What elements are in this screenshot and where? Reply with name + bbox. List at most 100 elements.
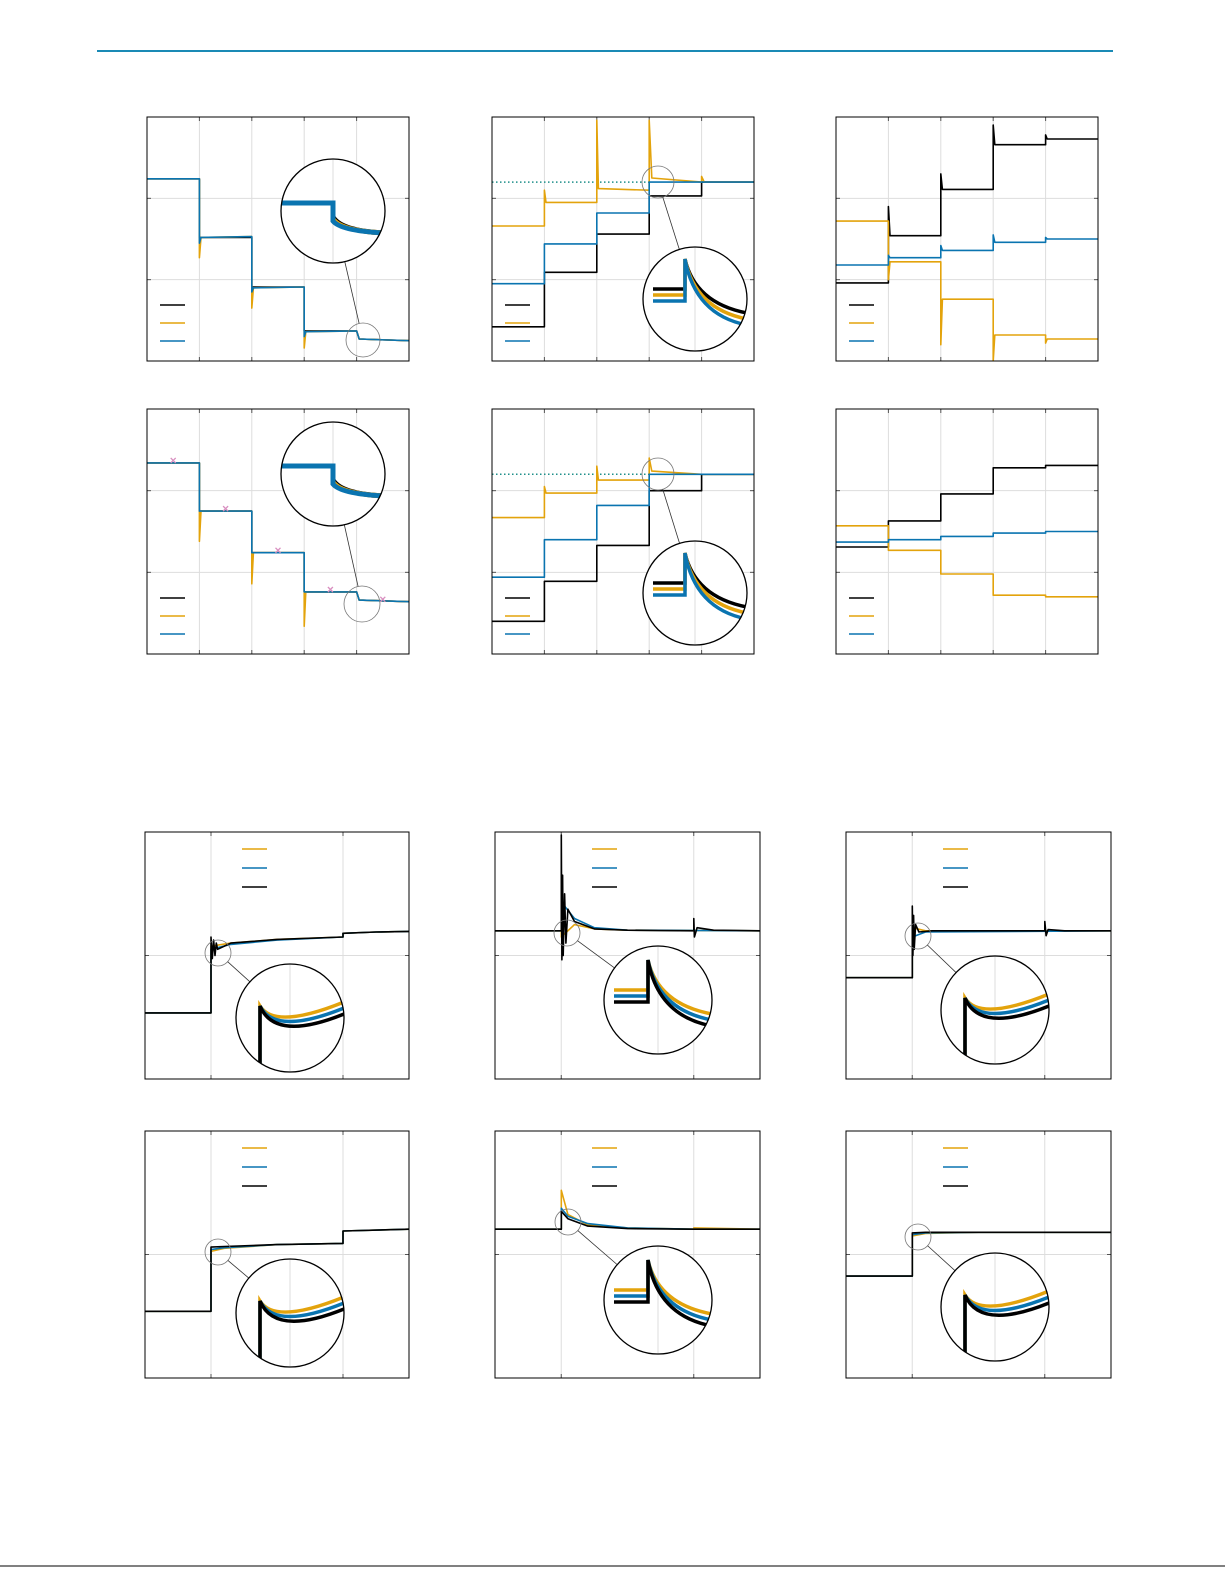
series-line-orange (495, 1189, 760, 1230)
x-marker (275, 547, 281, 554)
legend (242, 1147, 267, 1187)
zoom-circle-border (235, 963, 345, 1073)
zoom-target-circle (204, 939, 232, 967)
zoom-circle-border (940, 1252, 1050, 1362)
chart-8 (494, 831, 761, 1080)
zoom-connector (227, 961, 251, 983)
x-marker (379, 596, 386, 603)
series-line-blue (836, 234, 1098, 266)
zoom-series-blue (653, 552, 747, 621)
legend (592, 1147, 617, 1187)
legend (849, 597, 874, 635)
series-line-black (145, 1228, 409, 1313)
chart-2 (491, 116, 755, 362)
x-marker (170, 457, 177, 464)
plot-frame (146, 116, 410, 362)
series-line-orange (836, 524, 1098, 598)
zoom-series-black (963, 1294, 1049, 1361)
zoom-connector (662, 489, 680, 544)
zoom-circle-border (603, 945, 713, 1055)
series-line-black (145, 930, 409, 1014)
plot-frame (845, 831, 1112, 1080)
series-group (492, 119, 754, 328)
series-group (836, 124, 1098, 361)
plot-frame (146, 408, 410, 655)
legend (505, 597, 530, 635)
plot-frame (494, 1130, 761, 1379)
zoom-inset (554, 1208, 713, 1355)
legend (242, 848, 267, 888)
zoom-connector (343, 524, 359, 587)
zoom-inset (280, 158, 386, 358)
chart-5 (491, 408, 755, 655)
series-line-blue (492, 181, 754, 285)
series-line-blue (147, 462, 409, 603)
chart-10 (144, 1130, 410, 1379)
legend (592, 848, 617, 888)
chart-11 (494, 1130, 761, 1379)
series-line-black (495, 1210, 760, 1230)
zoom-circle-border (235, 1258, 345, 1368)
zoom-circle-border (280, 421, 386, 527)
x-marker (222, 505, 229, 512)
series-line-black (495, 834, 760, 961)
series-line-black (492, 473, 754, 623)
plot-frame (845, 1130, 1112, 1379)
zoom-series-black (258, 1005, 344, 1072)
zoom-connector (662, 197, 680, 250)
zoom-inset (904, 922, 1050, 1065)
zoom-series-black (258, 1300, 344, 1367)
zoom-connector (577, 1230, 618, 1265)
chart-7 (144, 831, 410, 1080)
zoom-target-circle (641, 165, 675, 199)
zoom-connector (927, 944, 957, 973)
zoom-circle-border (603, 1245, 713, 1355)
series-line-blue (492, 473, 754, 579)
series-group (495, 1189, 760, 1230)
series-line-black (836, 464, 1098, 548)
zoom-series-blue (653, 258, 747, 327)
zoom-inset (641, 165, 748, 352)
series-line-blue (836, 530, 1098, 543)
legend (849, 304, 874, 342)
series-line-blue (147, 178, 409, 342)
chart-12 (845, 1130, 1112, 1379)
chart-3 (835, 116, 1099, 362)
series-group (145, 1228, 409, 1313)
series-group (147, 178, 409, 349)
chart-4 (146, 408, 410, 655)
legend (943, 1147, 968, 1187)
zoom-inset (553, 919, 713, 1055)
zoom-connector (227, 1260, 250, 1279)
series-line-black (846, 905, 1111, 979)
series-line-black (492, 181, 754, 328)
series-line-black (846, 1231, 1111, 1277)
zoom-series-blue (281, 463, 385, 499)
zoom-inset (904, 1223, 1050, 1362)
series-group (846, 1231, 1111, 1277)
zoom-target-circle (554, 1208, 582, 1236)
plot-frame (491, 408, 755, 655)
series-line-blue (495, 1207, 760, 1230)
series-line-orange (492, 457, 754, 519)
zoom-target-circle (553, 919, 581, 947)
legend (943, 848, 968, 888)
zoom-inset (204, 1238, 345, 1368)
zoom-series-black (614, 959, 712, 1028)
zoom-target-circle (904, 922, 932, 950)
zoom-circle-border (642, 540, 748, 646)
zoom-circle-border (642, 246, 748, 352)
zoom-series-black (614, 1259, 712, 1328)
x-marker (327, 586, 334, 593)
legend (160, 304, 185, 342)
zoom-circle-border (280, 158, 386, 264)
legend (505, 304, 530, 342)
zoom-inset (280, 421, 386, 623)
series-group (495, 834, 760, 961)
chart-1 (146, 116, 410, 362)
series-group (147, 457, 409, 628)
zoom-connector (344, 261, 360, 324)
zoom-target-circle (345, 322, 381, 358)
plot-frame (835, 408, 1099, 655)
zoom-connector (577, 940, 615, 969)
